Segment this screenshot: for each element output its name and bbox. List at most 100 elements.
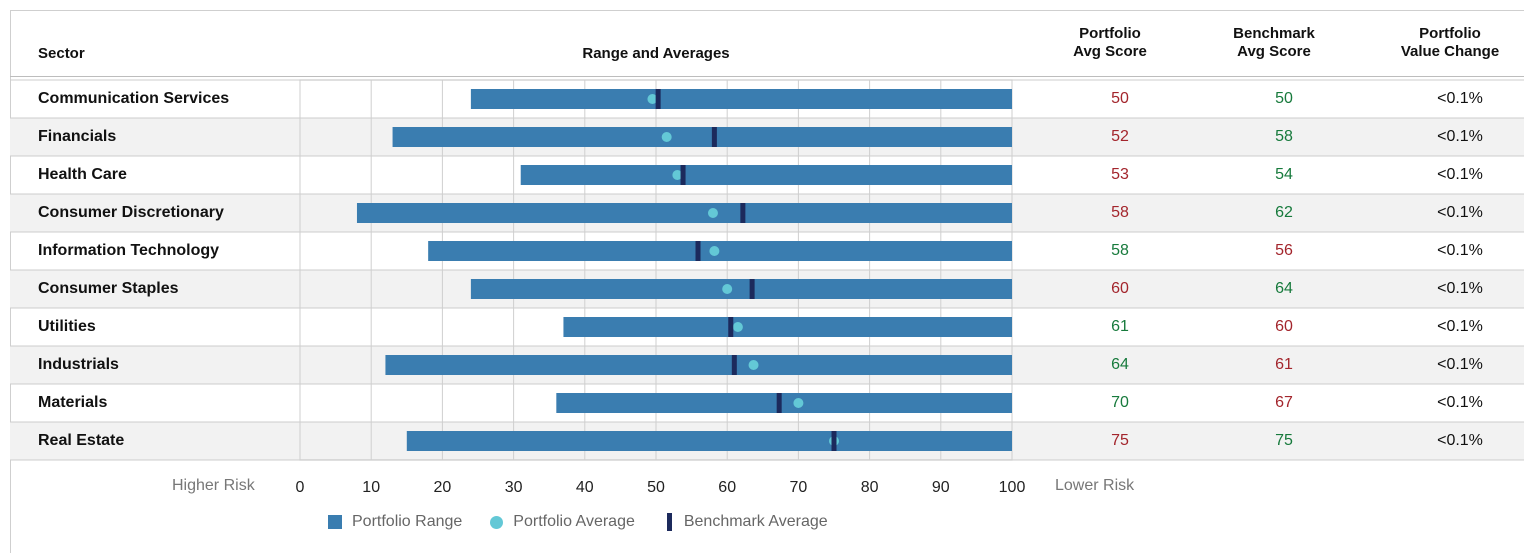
benchmark-avg-score: 56 [1275, 242, 1293, 259]
benchmark-average-marker[interactable] [776, 393, 782, 413]
table-row[interactable]: Communication Services 50 50 <0.1% [10, 80, 1524, 118]
portfolio-value-change: <0.1% [1437, 242, 1483, 259]
legend-average-label: Portfolio Average [513, 513, 635, 530]
portfolio-range-bar[interactable] [556, 393, 1012, 413]
benchmark-average-marker[interactable] [711, 127, 717, 147]
portfolio-avg-score: 50 [1111, 90, 1129, 107]
benchmark-average-marker[interactable] [740, 203, 746, 223]
portfolio-value-change: <0.1% [1437, 318, 1483, 335]
benchmark-avg-score: 64 [1275, 280, 1293, 297]
benchmark-avg-score: 61 [1275, 356, 1293, 373]
x-tick-label: 20 [434, 479, 452, 496]
portfolio-range-bar[interactable] [563, 317, 1012, 337]
portfolio-average-point[interactable] [709, 246, 720, 256]
sector-name: Real Estate [38, 432, 125, 449]
portfolio-avg-score: 64 [1111, 356, 1129, 373]
portfolio-value-change: <0.1% [1437, 90, 1483, 107]
portfolio-range-bar[interactable] [470, 89, 1012, 109]
x-tick-label: 40 [576, 479, 594, 496]
portfolio-range-bar[interactable] [385, 355, 1012, 375]
portfolio-avg-score: 61 [1111, 318, 1129, 335]
header-portfolio-avg-score[interactable]: Portfolio Avg Score [1073, 25, 1147, 60]
table-row[interactable]: Information Technology 58 56 <0.1% [10, 232, 1524, 270]
table-row[interactable]: Utilities 61 60 <0.1% [10, 308, 1524, 346]
portfolio-average-point[interactable] [707, 208, 718, 218]
axis-left-word: Higher Risk [172, 477, 255, 494]
legend-average-swatch [490, 515, 504, 529]
portfolio-average-point[interactable] [793, 398, 804, 408]
portfolio-avg-score: 52 [1111, 128, 1129, 145]
portfolio-value-change: <0.1% [1437, 356, 1483, 373]
benchmark-avg-score: 50 [1275, 90, 1293, 107]
sector-name: Communication Services [38, 90, 230, 107]
portfolio-range-bar[interactable] [470, 279, 1012, 299]
benchmark-avg-score: 60 [1275, 318, 1293, 335]
portfolio-avg-score: 58 [1111, 242, 1129, 259]
x-tick-label: 50 [647, 479, 665, 496]
benchmark-average-marker[interactable] [680, 165, 686, 185]
portfolio-range-bar[interactable] [392, 127, 1012, 147]
x-tick-label: 100 [999, 479, 1026, 496]
sector-name: Consumer Discretionary [38, 204, 224, 221]
portfolio-average-point[interactable] [672, 170, 683, 180]
portfolio-range-bar[interactable] [356, 203, 1013, 223]
header-portfolio-value-change[interactable]: Portfolio Value Change [1400, 25, 1500, 60]
portfolio-avg-score: 75 [1111, 432, 1129, 449]
benchmark-avg-score: 67 [1275, 394, 1293, 411]
benchmark-avg-score: 75 [1275, 432, 1293, 449]
benchmark-average-marker[interactable] [731, 355, 737, 375]
x-tick-label: 0 [296, 479, 305, 496]
portfolio-avg-score: 60 [1111, 280, 1129, 297]
portfolio-value-change: <0.1% [1437, 166, 1483, 183]
portfolio-range-bar[interactable] [520, 165, 1012, 185]
header-benchmark-avg-score[interactable]: Benchmark Avg Score [1233, 25, 1315, 60]
portfolio-value-change: <0.1% [1437, 204, 1483, 221]
sector-name: Consumer Staples [38, 280, 179, 297]
x-tick-label: 70 [790, 479, 808, 496]
portfolio-average-point[interactable] [722, 284, 733, 294]
benchmark-average-marker[interactable] [728, 317, 734, 337]
portfolio-value-change: <0.1% [1437, 128, 1483, 145]
portfolio-average-point[interactable] [732, 322, 743, 332]
portfolio-average-point[interactable] [748, 360, 759, 370]
x-tick-label: 30 [505, 479, 523, 496]
x-tick-label: 90 [932, 479, 950, 496]
legend-benchmark-swatch [666, 513, 672, 531]
sector-name: Materials [38, 394, 108, 411]
sector-name: Health Care [38, 166, 127, 183]
table-header: Sector Range and Averages Portfolio Avg … [10, 10, 1524, 77]
header-range-and-averages[interactable]: Range and Averages [582, 45, 730, 62]
benchmark-avg-score: 54 [1275, 166, 1293, 183]
benchmark-avg-score: 62 [1275, 204, 1293, 221]
x-tick-label: 10 [362, 479, 380, 496]
header-sector[interactable]: Sector [38, 45, 85, 62]
legend-range-label: Portfolio Range [352, 513, 463, 530]
table-row[interactable]: Health Care 53 54 <0.1% [10, 156, 1524, 194]
x-tick-label: 60 [718, 479, 736, 496]
axis-right-word: Lower Risk [1055, 477, 1135, 494]
portfolio-range-bar[interactable] [406, 431, 1012, 451]
benchmark-avg-score: 58 [1275, 128, 1293, 145]
sector-name: Utilities [38, 318, 96, 335]
benchmark-average-marker[interactable] [695, 241, 701, 261]
legend-range-swatch [328, 515, 342, 529]
portfolio-avg-score: 70 [1111, 394, 1129, 411]
sector-name: Financials [38, 128, 117, 145]
portfolio-value-change: <0.1% [1437, 394, 1483, 411]
legend: Portfolio Range Portfolio Average Benchm… [328, 513, 828, 531]
sector-name: Information Technology [38, 242, 220, 259]
table-row[interactable]: Materials 70 67 <0.1% [10, 384, 1524, 422]
legend-benchmark-label: Benchmark Average [683, 513, 828, 530]
portfolio-avg-score: 58 [1111, 204, 1129, 221]
benchmark-average-marker[interactable] [749, 279, 755, 299]
sector-name: Industrials [38, 356, 119, 373]
portfolio-average-point[interactable] [647, 94, 658, 104]
x-tick-label: 80 [861, 479, 879, 496]
benchmark-average-marker[interactable] [831, 431, 837, 451]
portfolio-average-point[interactable] [661, 132, 672, 142]
benchmark-average-marker[interactable] [655, 89, 661, 109]
portfolio-avg-score: 53 [1111, 166, 1129, 183]
portfolio-value-change: <0.1% [1437, 432, 1483, 449]
portfolio-range-bar[interactable] [428, 241, 1012, 261]
